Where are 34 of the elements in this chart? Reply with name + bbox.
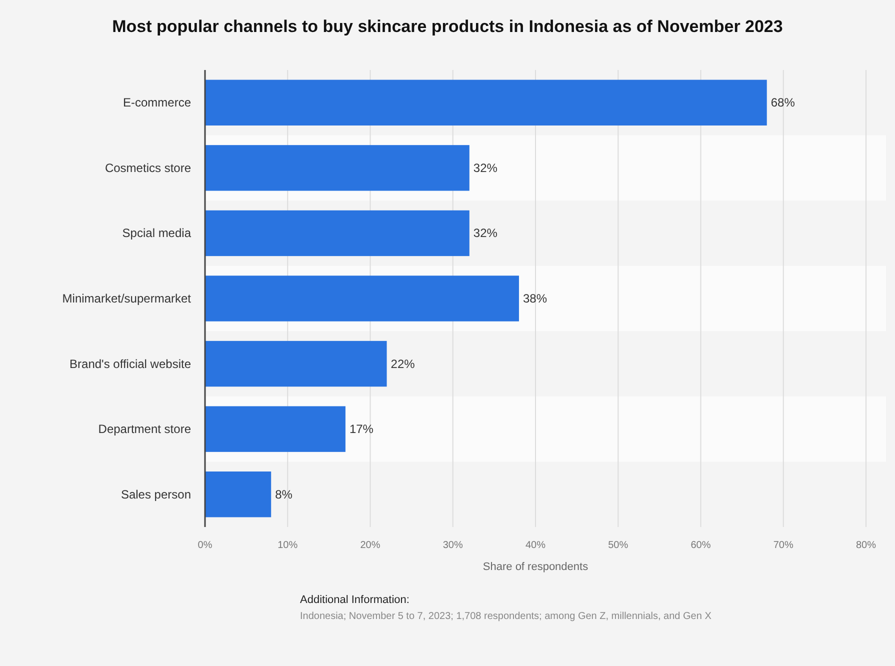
x-axis-title: Share of respondents (482, 561, 589, 573)
data-label: 68% (770, 96, 796, 110)
y-tick-label: Sales person (120, 487, 191, 502)
x-tick-label: 0% (198, 540, 212, 551)
x-tick-label: 50% (608, 540, 628, 551)
x-tick-label: 30% (442, 540, 463, 551)
data-label: 22% (390, 356, 416, 371)
y-tick-label: Cosmetics store (104, 160, 192, 175)
y-tick-label: Brand's official website (70, 356, 192, 371)
text: Indonesia; November 5 to 7, 2023; 1,708 respondents; among Gen Z, millennials, and Gen X (300, 611, 712, 622)
data-label: 17% (349, 422, 374, 436)
x-tick-label: 10% (278, 540, 298, 551)
bar (205, 210, 470, 256)
data-label: 38% (522, 292, 548, 306)
y-tick-label: Minimarket/supermarket (62, 292, 192, 306)
x-tick-label: 70% (773, 540, 794, 551)
data-label: 32% (473, 160, 498, 175)
bar (205, 340, 387, 387)
bar (205, 472, 272, 518)
data-label: 8% (275, 487, 293, 502)
y-tick-label: Spcial media (122, 226, 192, 240)
chart-title: Most popular channels to buy skincare products in Indonesia as of November 2023 (112, 17, 783, 36)
y-tick-label: E-commerce (122, 96, 192, 110)
x-tick-label: 80% (856, 540, 876, 551)
x-tick-label: 60% (690, 540, 711, 551)
bar (205, 276, 519, 322)
bar (205, 406, 346, 452)
bar (205, 145, 470, 191)
text: Additional Information: (300, 594, 410, 606)
x-tick-label: 20% (360, 540, 380, 551)
x-tick-label: 40% (525, 540, 546, 551)
data-label: 32% (473, 226, 498, 240)
bar (205, 80, 767, 126)
y-tick-label: Department store (98, 422, 192, 436)
